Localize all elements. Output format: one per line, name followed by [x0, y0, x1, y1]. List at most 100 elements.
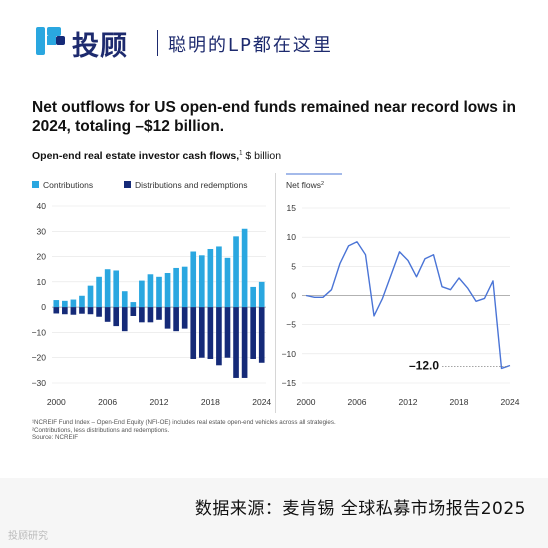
line-y-tick-label: −10: [282, 349, 297, 359]
distribution-bar: [147, 307, 154, 323]
legend-label-contributions: Contributions: [43, 180, 93, 190]
bar-y-tick-label: 40: [37, 201, 47, 211]
net-flows-line: [305, 241, 511, 370]
line-y-tick-label: −5: [286, 320, 296, 330]
contribution-bar: [139, 280, 145, 308]
contribution-bar: [173, 267, 179, 308]
footnote-source: Source: NCREIF: [32, 434, 79, 442]
bar-legend: Contributions Distributions and redemptio…: [32, 180, 247, 190]
line-y-tick-label: 10: [287, 232, 297, 242]
tagline: 聪明的LP都在这里: [168, 35, 333, 56]
bar-x-tick-label: 2000: [47, 397, 66, 407]
distribution-bar: [104, 307, 111, 322]
chart-subtitle-sup: 1: [239, 150, 243, 157]
chart-title: Net outflows for US open-end funds remai…: [32, 99, 516, 135]
brand-logo-icon: [36, 27, 65, 55]
bar-chart-panel: Contributions Distributions and redemptio…: [32, 180, 272, 407]
distribution-bar: [130, 307, 137, 316]
distribution-bar: [53, 307, 60, 314]
line-x-tick-label: 2012: [399, 397, 418, 407]
contribution-bar: [198, 255, 205, 308]
bar-x-tick-label: 2024: [252, 397, 271, 407]
distribution-bar: [156, 307, 162, 320]
distribution-bar: [258, 307, 265, 363]
distribution-bar: [79, 307, 85, 314]
contribution-bar: [224, 257, 231, 308]
footnotes: ¹NCREIF Fund Index – Open-End Equity (NF…: [32, 419, 336, 442]
bar-x-tick-label: 2012: [150, 397, 169, 407]
distribution-bar: [113, 307, 120, 327]
bar-y-tick-label: 30: [37, 226, 47, 236]
contribution-bar: [147, 274, 154, 308]
brand-divider: [157, 30, 158, 56]
contribution-bar: [207, 248, 214, 308]
distribution-bar: [216, 307, 222, 366]
distribution-bar: [121, 307, 128, 332]
bar-y-tick-label: 0: [41, 302, 46, 312]
distribution-bar: [87, 307, 94, 315]
distribution-bar: [62, 307, 68, 315]
header: 投顾 聪明的LP都在这里: [0, 0, 548, 88]
line-chart-panel: Net flows2 15 10 5 0 −5 −10 −15 –12.0 2000 2006 201…: [282, 173, 520, 407]
distribution-bar: [181, 307, 188, 329]
chart-subtitle-main: Open-end real estate investor cash flows…: [32, 150, 240, 162]
distribution-bar: [190, 307, 197, 359]
source-text: 数据来源：麦肯锡 全球私募市场报告2025: [194, 499, 526, 519]
line-y-tick-label: 0: [291, 291, 296, 301]
bar-y-tick-label: −30: [32, 378, 47, 388]
contribution-bar: [53, 300, 60, 308]
contribution-bar: [216, 246, 222, 308]
distribution-bar: [250, 307, 256, 359]
bar-y-tick-label: 10: [37, 277, 47, 287]
contribution-bar: [87, 285, 94, 308]
line-x-tick-label: 2024: [501, 397, 520, 407]
contribution-bar: [96, 276, 102, 308]
contribution-bar: [62, 300, 68, 308]
contribution-bar: [156, 276, 162, 308]
line-y-axis-label-sup: 2: [321, 181, 324, 187]
footnote-2: ²Contributions, less distributions and r…: [32, 426, 170, 434]
contribution-bar: [104, 269, 111, 308]
line-x-tick-label: 2000: [297, 397, 316, 407]
annotation-label: –12.0: [409, 359, 439, 373]
contribution-bar: [113, 270, 120, 308]
distribution-bar: [164, 307, 171, 329]
contribution-bar: [130, 302, 137, 308]
legend-swatch-distributions: [124, 181, 131, 188]
contribution-bar: [250, 286, 256, 308]
distribution-bar: [96, 307, 102, 317]
contribution-bar: [190, 251, 197, 308]
contribution-bar: [258, 281, 265, 308]
distribution-bar: [198, 307, 205, 358]
distribution-bar: [207, 307, 214, 359]
contribution-bar: [79, 295, 85, 308]
bar-y-tick-label: 20: [37, 252, 47, 262]
line-y-tick-label: 15: [287, 203, 297, 213]
contribution-bar: [233, 236, 239, 308]
distribution-bar: [70, 307, 77, 315]
bar-x-tick-label: 2018: [201, 397, 220, 407]
watermark: 投顾研究: [8, 531, 48, 542]
line-y-tick-label: 5: [291, 261, 296, 271]
distribution-bar: [173, 307, 179, 332]
line-y-tick-label: −15: [282, 378, 297, 388]
chart-subtitle-unit: $ billion: [245, 150, 282, 162]
contribution-bar: [70, 299, 77, 308]
chart-subtitle: Open-end real estate investor cash flows…: [32, 150, 281, 162]
line-y-axis-label: Net flows2: [286, 180, 324, 190]
charts: Contributions Distributions and redemptio…: [32, 173, 520, 413]
brand-name: 投顾: [72, 31, 128, 62]
distribution-bar: [233, 307, 239, 378]
legend-swatch-contributions: [32, 181, 39, 188]
contribution-bar: [241, 228, 248, 308]
legend-label-distributions: Distributions and redemptions: [135, 180, 247, 190]
footnote-1: ¹NCREIF Fund Index – Open-End Equity (NF…: [32, 419, 336, 426]
distribution-bar: [139, 307, 145, 323]
line-x-tick-label: 2018: [450, 397, 469, 407]
contribution-bar: [121, 291, 128, 308]
source-banner: 数据来源：麦肯锡 全球私募市场报告2025: [0, 478, 548, 548]
bar-x-tick-label: 2006: [98, 397, 117, 407]
bar-y-tick-label: −10: [32, 327, 47, 337]
contribution-bar: [164, 273, 171, 308]
bar-y-tick-label: −20: [32, 353, 47, 363]
